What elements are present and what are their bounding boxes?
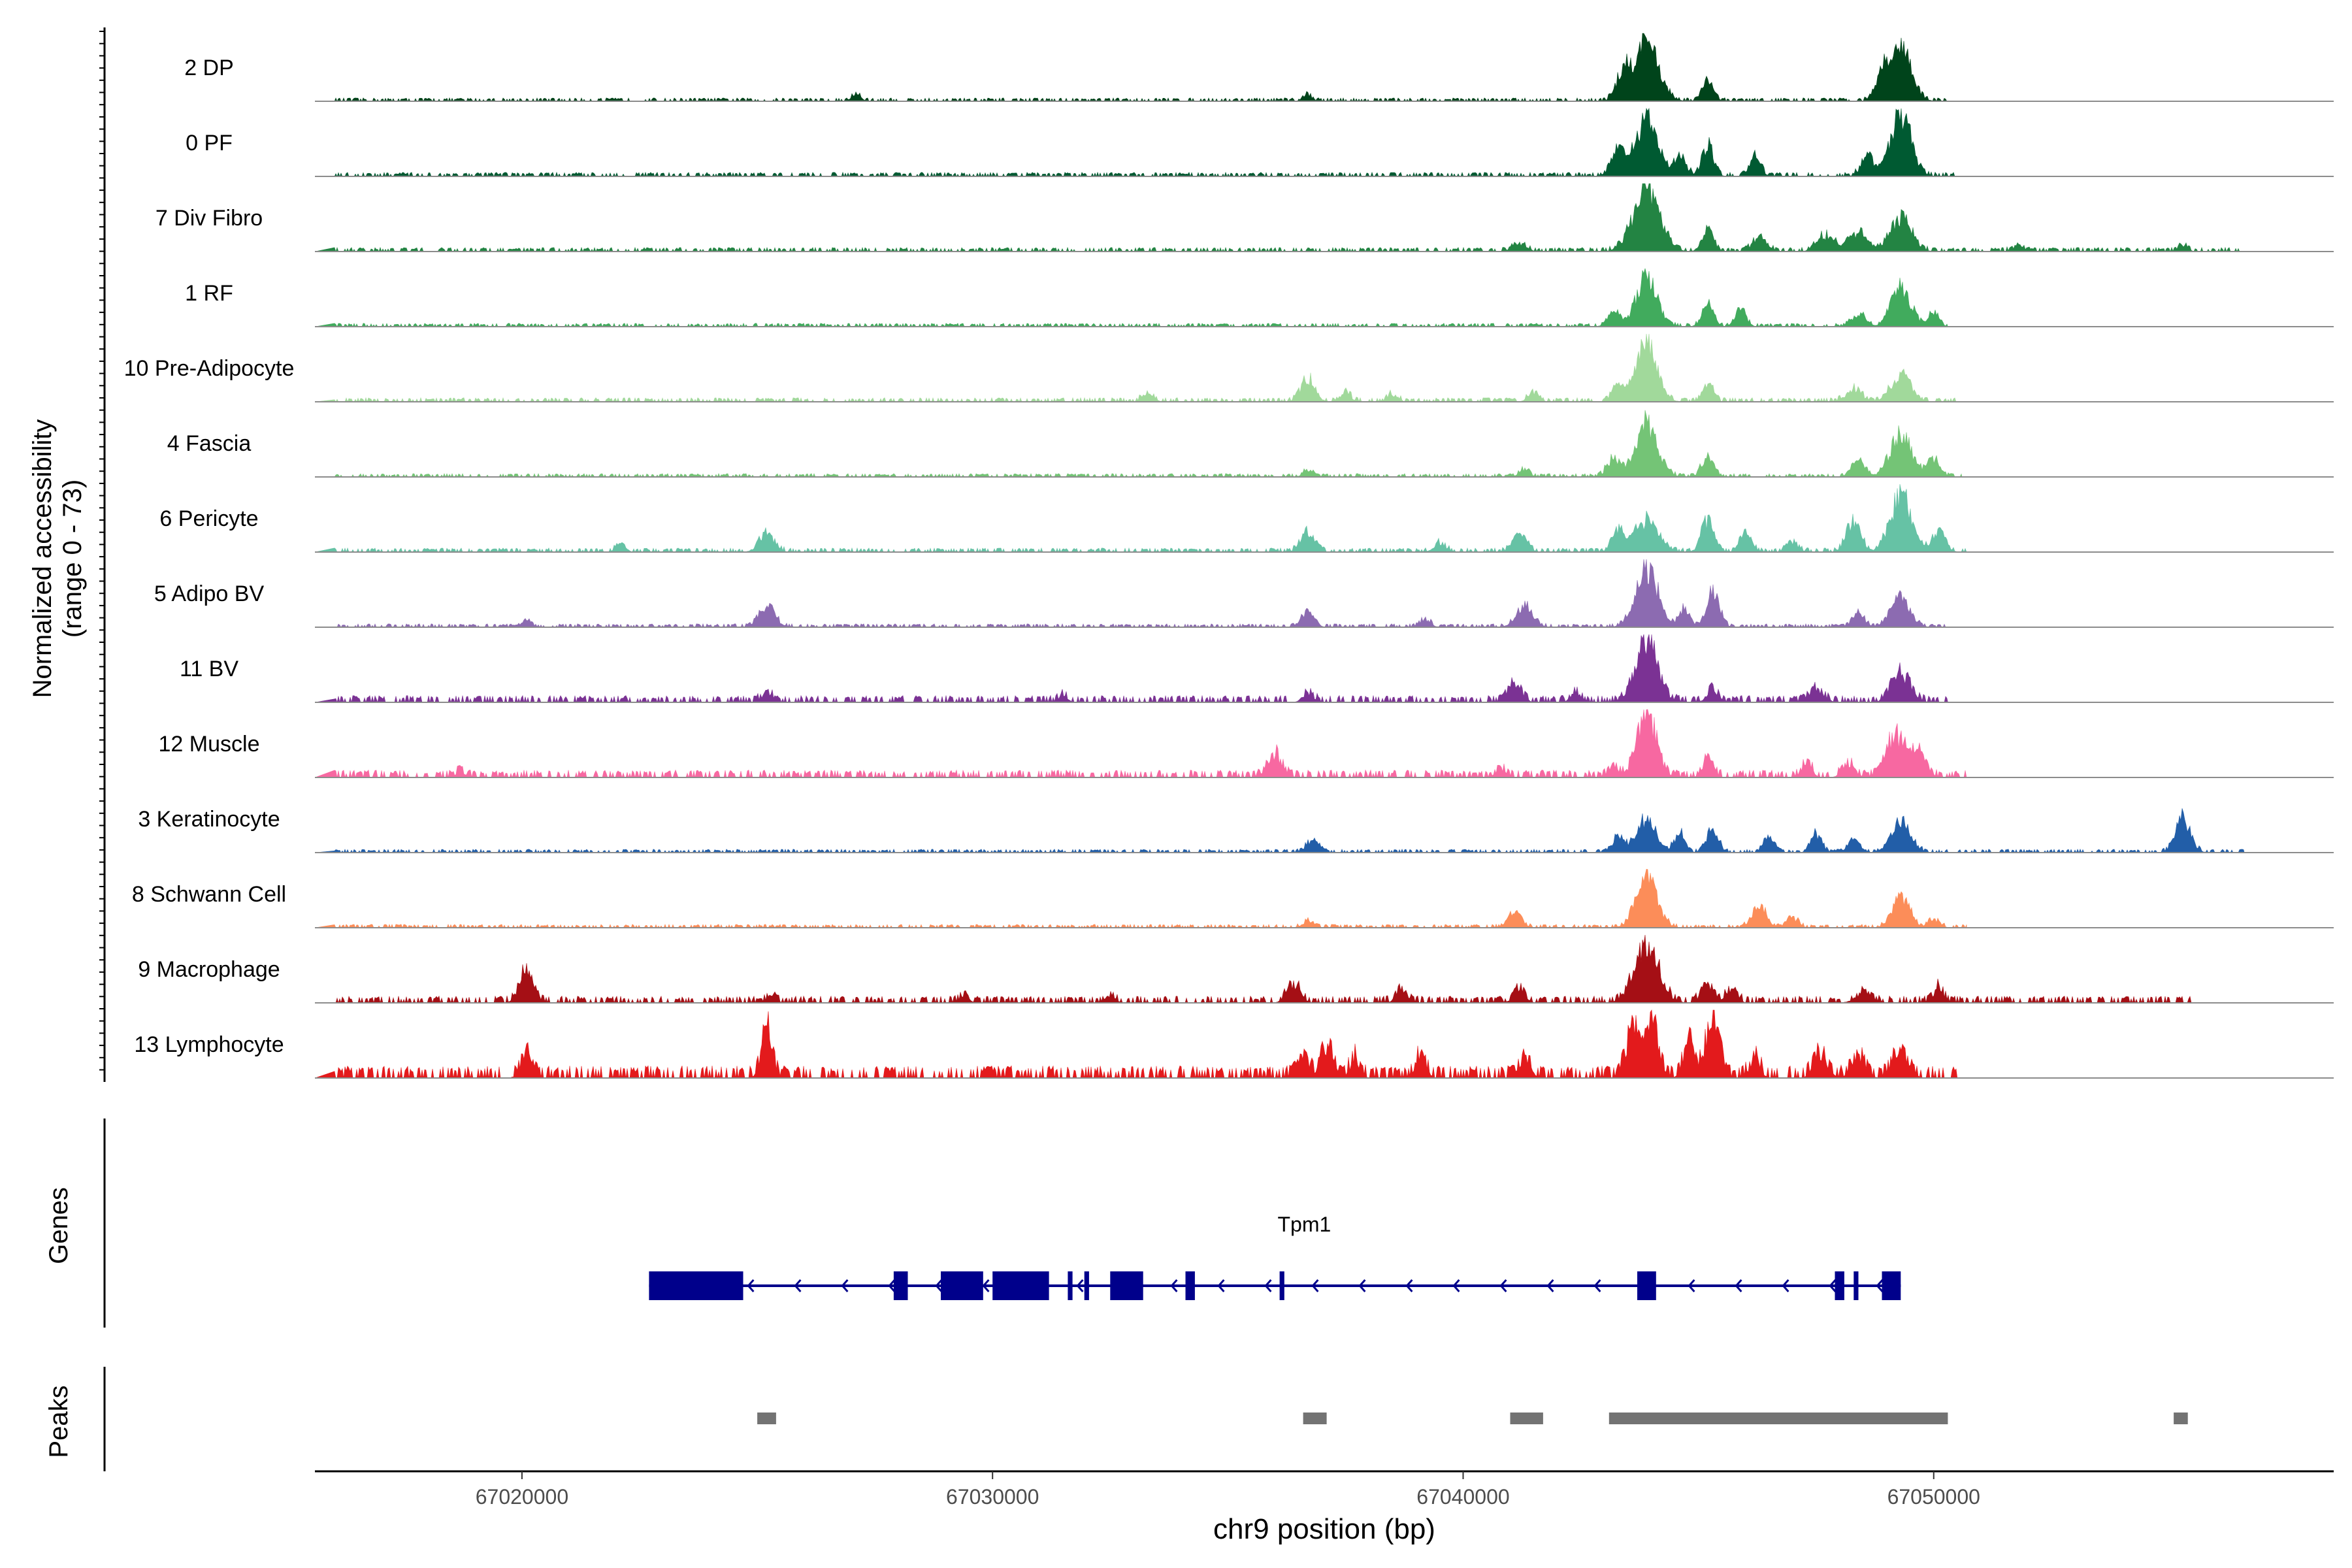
x-axis-title: chr9 position (bp)	[1213, 1513, 1435, 1545]
coverage-area	[314, 869, 1967, 928]
strand-arrow	[935, 1279, 943, 1292]
y-axis-label-line2: (range 0 - 73)	[58, 480, 87, 638]
gene-exon	[649, 1271, 743, 1300]
track-label: 5 Adipo BV	[154, 581, 265, 606]
peak-region	[2174, 1413, 2188, 1424]
strand-arrow	[888, 1279, 896, 1292]
gene-exon	[893, 1271, 908, 1300]
x-tick-label: 67020000	[476, 1485, 568, 1509]
track-label: 1 RF	[185, 281, 233, 306]
strand-arrow	[1311, 1279, 1319, 1292]
coverage-area	[315, 33, 1948, 102]
coverage-track: 7 Div Fibro	[155, 183, 2334, 252]
accessibility-axis	[99, 27, 106, 1082]
x-tick-label: 67050000	[1887, 1485, 1980, 1509]
strand-arrow	[1829, 1279, 1837, 1292]
strand-arrow	[1876, 1279, 1884, 1292]
gene-exon	[1110, 1271, 1143, 1300]
strand-arrow	[1499, 1279, 1507, 1292]
genes-panel-label: Genes	[44, 1187, 73, 1264]
track-label: 3 Keratinocyte	[138, 807, 280, 832]
track-label: 13 Lymphocyte	[134, 1032, 284, 1057]
coverage-track: 11 BV	[180, 634, 2334, 704]
coverage-track: 12 Muscle	[159, 709, 2334, 779]
track-label: 9 Macrophage	[138, 957, 280, 982]
track-label: 8 Schwann Cell	[132, 882, 286, 907]
coverage-area	[314, 183, 2240, 252]
coverage-track: 1 RF	[185, 268, 2334, 327]
track-label: 4 Fascia	[167, 431, 252, 456]
coverage-area	[315, 107, 1957, 177]
coverage-area	[314, 634, 1948, 704]
coverage-track: 8 Schwann Cell	[132, 869, 2334, 928]
gene-exon	[1279, 1271, 1284, 1300]
strand-arrow	[1170, 1279, 1178, 1292]
strand-arrow	[747, 1279, 755, 1292]
gene-annotation-panel: Tpm1	[103, 1119, 1901, 1328]
strand-arrow	[1593, 1279, 1601, 1292]
coverage-area	[315, 410, 1963, 478]
coverage-tracks: 2 DP 0 PF 7 Div Fibro 1 RF 10 Pre-Adipocyte 4…	[124, 33, 2334, 1079]
coverage-area	[315, 559, 1948, 628]
gene-name-label: Tpm1	[1277, 1213, 1331, 1236]
gene-exon	[1882, 1271, 1901, 1300]
peaks-panel	[103, 1367, 2188, 1471]
track-label: 6 Pericyte	[159, 506, 258, 531]
track-label: 7 Div Fibro	[155, 206, 263, 231]
strand-arrow	[1688, 1279, 1695, 1292]
strand-arrow	[1735, 1279, 1742, 1292]
genomic-x-axis: 67020000 67030000 67040000 67050000	[315, 1470, 2334, 1509]
gene-exon	[1068, 1271, 1073, 1300]
peak-region	[1510, 1413, 1543, 1424]
coverage-area	[314, 333, 1957, 402]
y-axis-label-line1: Normalized accessibility	[28, 419, 57, 698]
peak-region	[1303, 1413, 1327, 1424]
coverage-track: 6 Pericyte	[159, 483, 2334, 553]
coverage-track: 5 Adipo BV	[154, 559, 2334, 628]
coverage-area	[315, 934, 2193, 1004]
gene-exon	[1185, 1271, 1195, 1300]
strand-arrow	[1264, 1279, 1272, 1292]
gene-exon	[992, 1271, 1049, 1300]
coverage-track: 3 Keratinocyte	[138, 807, 2334, 853]
gene-exon	[1084, 1271, 1089, 1300]
strand-arrow	[794, 1279, 802, 1292]
x-tick-label: 67040000	[1416, 1485, 1509, 1509]
strand-arrow	[1076, 1279, 1084, 1292]
gene-exon	[941, 1271, 983, 1300]
track-label: 0 PF	[186, 131, 233, 155]
coverage-track: 0 PF	[186, 107, 2334, 177]
strand-arrow	[1452, 1279, 1460, 1292]
coverage-track: 4 Fascia	[167, 410, 2334, 478]
coverage-area	[314, 808, 2245, 853]
coverage-track: 9 Macrophage	[138, 934, 2334, 1004]
strand-arrow	[1358, 1279, 1366, 1292]
coverage-area	[314, 1009, 1958, 1079]
track-label: 11 BV	[180, 657, 238, 681]
strand-arrow	[1546, 1279, 1554, 1292]
strand-arrow	[1405, 1279, 1413, 1292]
gene-exon	[1854, 1271, 1859, 1300]
coverage-area	[314, 709, 1967, 779]
peak-region	[1609, 1413, 1948, 1424]
peaks-panel-label: Peaks	[44, 1385, 73, 1458]
track-label: 12 Muscle	[159, 732, 260, 757]
coverage-track: 10 Pre-Adipocyte	[124, 333, 2334, 402]
strand-arrow	[982, 1279, 990, 1292]
gene-exon	[1637, 1271, 1656, 1300]
strand-arrow	[1782, 1279, 1789, 1292]
gene-exon	[1835, 1271, 1844, 1300]
coverage-track: 13 Lymphocyte	[134, 1009, 2334, 1079]
strand-arrow	[1217, 1279, 1225, 1292]
track-label: 2 DP	[184, 56, 234, 80]
peak-region	[757, 1413, 776, 1424]
strand-arrow	[841, 1279, 849, 1292]
coverage-track: 2 DP	[184, 33, 2334, 102]
coverage-area	[314, 268, 1948, 327]
x-tick-label: 67030000	[946, 1485, 1039, 1509]
coverage-area	[314, 483, 1967, 553]
track-label: 10 Pre-Adipocyte	[124, 356, 295, 381]
